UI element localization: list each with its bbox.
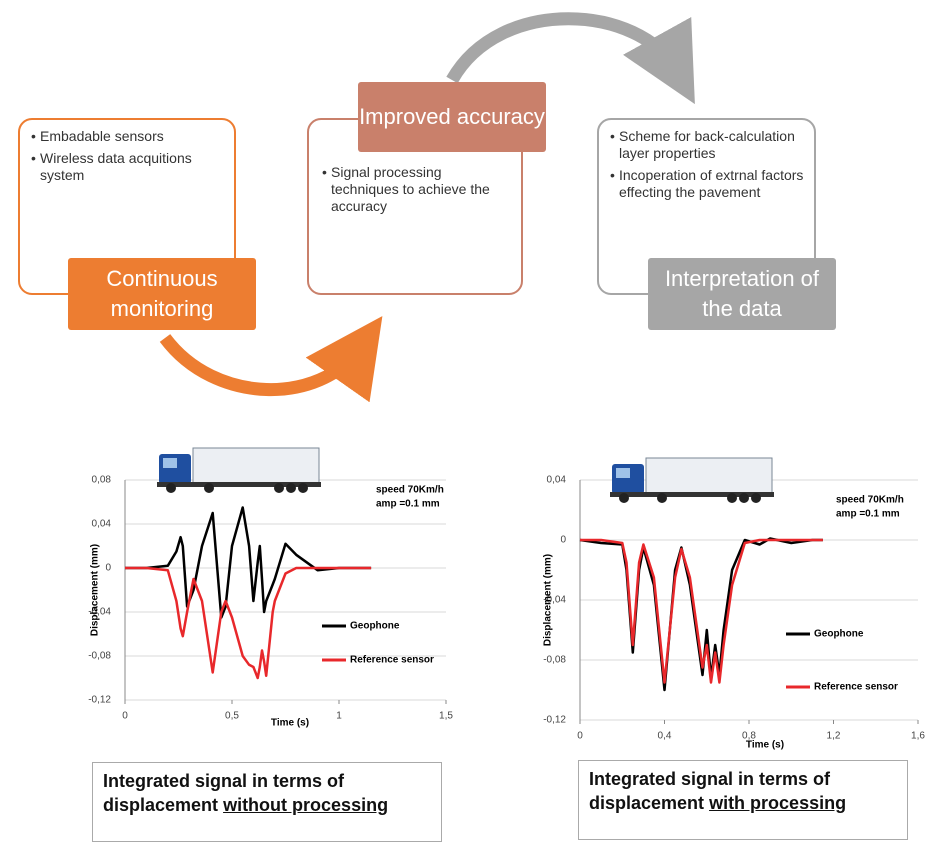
bullet: Signal processing techniques to achieve … <box>322 164 509 215</box>
bullet: Embadable sensors <box>31 128 224 145</box>
legend-label: Geophone <box>350 621 400 632</box>
truck-wheel <box>204 483 214 493</box>
truck-trailer <box>645 457 773 495</box>
cycle-arrow <box>159 316 383 403</box>
x-tick-label: 0 <box>122 711 128 722</box>
caption-emphasis: with processing <box>709 793 847 813</box>
series-line <box>125 506 372 619</box>
y-tick-label: -0,12 <box>88 695 111 706</box>
bullet: Wireless data acquitions system <box>31 150 224 184</box>
truck-wheel <box>751 493 761 503</box>
x-axis-label: Time (s) <box>746 740 784 751</box>
truck-wheel <box>166 483 176 493</box>
truck-chassis <box>610 492 774 497</box>
y-tick-label: 0 <box>105 563 111 574</box>
annotation: amp =0.1 mm <box>376 499 440 510</box>
y-tick-label: 0,08 <box>92 475 112 486</box>
truck-wheel <box>286 483 296 493</box>
series-line <box>579 537 823 692</box>
truck-wheel <box>727 493 737 503</box>
y-axis-label: Displacement (mm) <box>90 544 101 636</box>
cycle-arrow <box>446 12 695 105</box>
truck-window <box>616 468 630 478</box>
y-tick-label: 0,04 <box>547 475 567 486</box>
series-line <box>125 566 372 680</box>
y-tick-label: 0,04 <box>92 519 112 530</box>
step-title: Interpretation of the data <box>648 258 836 330</box>
truck-chassis <box>157 482 321 487</box>
x-tick-label: 1,2 <box>827 731 841 742</box>
step-title: Improved accuracy <box>358 82 546 152</box>
caption-text: Integrated signal in terms of displaceme… <box>103 771 345 815</box>
caption-text: Integrated signal in terms of displaceme… <box>589 769 831 813</box>
y-tick-label: -0,08 <box>88 651 111 662</box>
truck-window <box>163 458 177 468</box>
step-title: Continuous monitoring <box>68 258 256 330</box>
caption: Integrated signal in terms of displaceme… <box>92 762 442 842</box>
y-tick-label: -0,04 <box>88 607 111 618</box>
y-tick-label: -0,12 <box>543 715 566 726</box>
x-tick-label: 0,5 <box>225 711 239 722</box>
series-line <box>580 538 823 684</box>
y-tick-label: -0,04 <box>543 595 566 606</box>
annotation: speed 70Km/h <box>376 485 444 496</box>
truck-wheel <box>274 483 284 493</box>
y-tick-label: 0 <box>560 535 566 546</box>
caption: Integrated signal in terms of displaceme… <box>578 760 908 840</box>
legend-label: Reference sensor <box>350 655 434 666</box>
legend-label: Geophone <box>814 629 864 640</box>
caption-emphasis: without processing <box>223 795 389 815</box>
truck-wheel <box>298 483 308 493</box>
x-tick-label: 0 <box>577 731 583 742</box>
x-tick-label: 1,5 <box>439 711 453 722</box>
y-tick-label: -0,08 <box>543 655 566 666</box>
x-tick-label: 0,8 <box>742 731 756 742</box>
truck-wheel <box>657 493 667 503</box>
annotation: speed 70Km/h <box>836 495 904 506</box>
y-axis-label: Displacement (mm) <box>543 554 554 646</box>
x-tick-label: 1,6 <box>911 731 925 742</box>
truck-wheel <box>739 493 749 503</box>
x-tick-label: 1 <box>336 711 342 722</box>
x-tick-label: 0,4 <box>658 731 672 742</box>
truck-trailer <box>192 447 320 485</box>
truck-wheel <box>619 493 629 503</box>
legend-label: Reference sensor <box>814 682 898 693</box>
bullet: Scheme for back-calculation layer proper… <box>610 128 804 162</box>
annotation: amp =0.1 mm <box>836 509 900 520</box>
bullet: Incoperation of extrnal factors effectin… <box>610 167 804 201</box>
x-axis-label: Time (s) <box>271 718 309 729</box>
